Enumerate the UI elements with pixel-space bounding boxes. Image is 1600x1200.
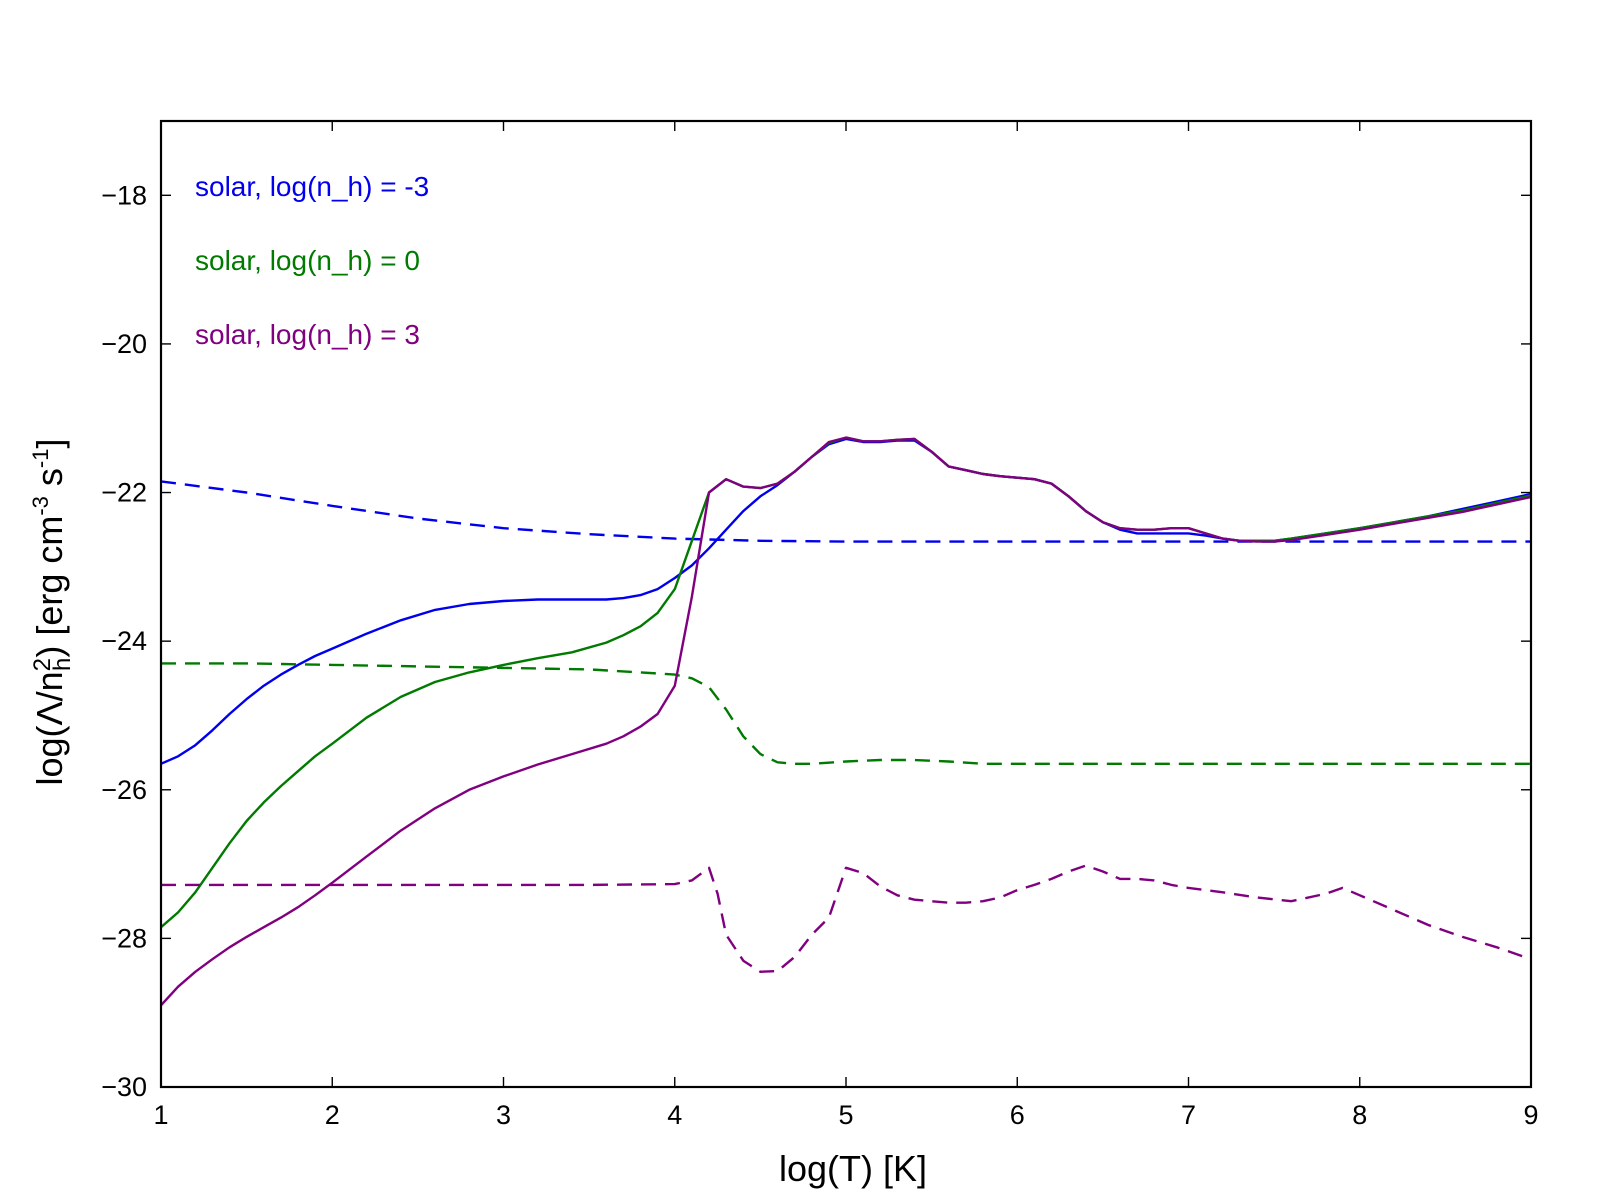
x-tick-label: 3 [496,1100,511,1130]
ticks-layer: 1 2 3 4 5 6 7 8 9 −30 −28 −26 −24 −22 −20 −18 [101,121,1539,1130]
series-line-4-dashed [161,662,1531,765]
x-tick-label: 8 [1352,1100,1367,1130]
y-axis-title: log(Λ/n2h) [erg cm-3 s-1] [28,439,76,786]
series-layer [161,436,1531,1007]
y-axis-title-suffix: ] [29,439,70,449]
y-axis-title-mid: ) [erg cm [29,516,70,658]
x-tick-label: 4 [667,1100,682,1130]
legend-entry: solar, log(n_h) = -3 [195,171,429,202]
series-line-1-solid [161,437,1531,765]
x-axis-title: log(T) [K] [779,1148,927,1189]
series-line-2-dashed [161,480,1531,543]
legend-entry: solar, log(n_h) = 0 [195,245,420,276]
y-axis-title-mid2: s [29,468,70,496]
y-tick-label: −26 [101,775,147,805]
x-tick-label: 9 [1523,1100,1538,1130]
y-tick-label: −30 [101,1072,147,1102]
x-tick-label: 5 [838,1100,853,1130]
y-tick-label: −28 [101,923,147,953]
legend-entry: solar, log(n_h) = 3 [195,319,420,350]
y-axis-title-prefix: log(Λ/n [29,671,70,785]
x-tick-label: 7 [1181,1100,1196,1130]
y-tick-label: −18 [101,180,147,210]
y-axis-title-sub: h [49,658,76,671]
series-line-5-solid [161,436,1531,1007]
series-line-6-dashed [161,864,1531,973]
x-tick-label: 6 [1010,1100,1025,1130]
x-tick-label: 1 [153,1100,168,1130]
y-tick-label: −22 [101,478,147,508]
y-tick-label: −24 [101,626,147,656]
x-tick-label: 2 [325,1100,340,1130]
series-line-3-solid [161,436,1531,929]
y-axis-title-sup2: -3 [28,496,53,516]
legend: solar, log(n_h) = -3 solar, log(n_h) = 0 s… [195,171,429,350]
y-axis-title-sup3: -1 [28,449,53,469]
y-tick-label: −20 [101,329,147,359]
y-axis-title-sup: 2 [29,658,56,671]
